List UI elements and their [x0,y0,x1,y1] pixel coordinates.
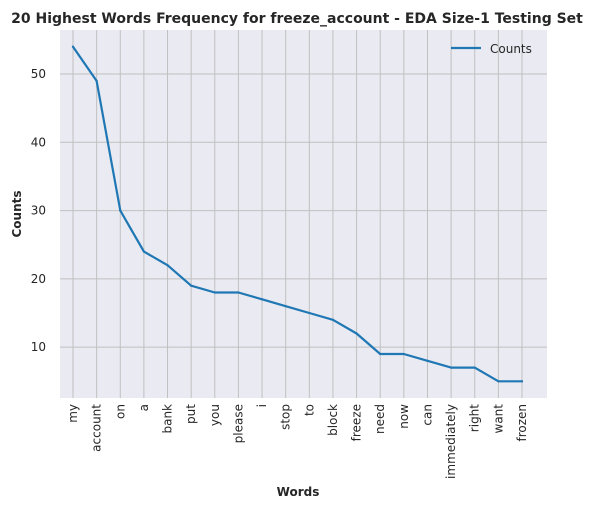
y-axis-label: Counts [10,190,24,237]
y-tick-label: 30 [31,204,46,218]
plot-area [60,30,547,398]
x-tick-label: on [113,404,127,419]
data-point [237,291,240,294]
data-point [473,366,476,369]
data-point [450,366,453,369]
data-point [95,79,98,82]
chart-title: 20 Highest Words Frequency for freeze_ac… [11,11,583,27]
x-tick-label: bank [161,404,175,434]
data-point [71,45,75,48]
data-point [284,305,287,308]
y-tick-labels: 10 20 30 40 50 [31,67,46,354]
x-tick-label: please [231,404,245,443]
x-tick-label: need [373,404,387,434]
x-tick-label: to [302,404,316,416]
data-point [119,209,122,212]
x-tick-label: put [184,404,198,424]
x-tick-label: stop [279,404,293,430]
legend: Counts [451,42,532,56]
y-tick-label: 50 [31,67,46,81]
data-point [520,380,524,383]
x-tick-label: you [208,404,222,426]
legend-label-counts: Counts [490,42,532,56]
x-tick-label: now [397,404,411,429]
series-line-counts [71,45,524,383]
x-tick-label: block [326,404,340,436]
data-point [426,359,429,362]
x-tick-label: can [420,404,434,426]
x-tick-labels: my account on a bank put you please i stop to block… [66,404,529,479]
y-tick-label: 40 [31,135,46,149]
x-tick-label: my [66,404,80,423]
data-point [379,352,382,356]
data-point [166,264,169,267]
x-gridlines [72,30,523,398]
data-points [71,45,524,383]
data-point [497,380,500,383]
data-point [213,291,216,294]
y-tick-label: 10 [31,340,46,354]
y-gridlines [60,73,547,348]
data-point [355,332,358,335]
data-point [190,284,193,287]
x-axis-label: Words [277,485,320,499]
x-tick-label: account [90,404,104,452]
x-tick-label: a [137,404,151,411]
y-tick-label: 20 [31,272,46,286]
data-point [142,250,145,253]
data-point [402,352,405,356]
x-tick-label: right [468,404,482,432]
x-tick-label: i [255,404,269,407]
x-tick-label: want [491,404,505,434]
data-point [308,311,311,315]
x-tick-label: freeze [350,404,364,441]
data-point [331,318,335,321]
x-tick-label: frozen [515,404,529,442]
x-tick-label: immediately [444,404,458,479]
data-point [260,298,264,301]
